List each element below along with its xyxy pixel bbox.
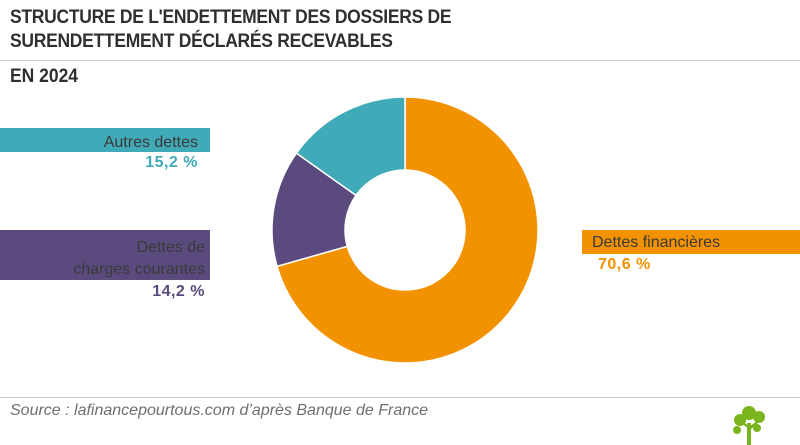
charges-courantes-band [0, 230, 210, 280]
chart-title: STRUCTURE DE L'ENDETTEMENT DES DOSSIERS … [10, 7, 452, 52]
autres-dettes-value: 15,2 % [145, 154, 198, 171]
donut-slice-dettes-financi-res [276, 96, 539, 364]
dettes-financieres-label: Dettes financières [592, 234, 721, 251]
autres-dettes-label: Autres dettes [103, 134, 198, 151]
source-note: Source : lafinancepourtous.com d’après B… [10, 402, 429, 419]
autres-dettes-band [0, 128, 210, 152]
dettes-financieres-value: 70,6 % [598, 256, 651, 273]
dettes-financieres-band [582, 230, 800, 254]
tree-logo-icon [733, 406, 765, 445]
title-divider [0, 60, 800, 61]
charges-courantes-value: 14,2 % [152, 283, 205, 300]
charges-courantes-label-line2: charges courantes [73, 261, 205, 278]
footer-divider [0, 397, 800, 398]
chart-subtitle: EN 2024 [10, 66, 79, 87]
charges-courantes-label-line1: Dettes de [136, 239, 205, 256]
donut-slice-autres-dettes [295, 96, 406, 197]
